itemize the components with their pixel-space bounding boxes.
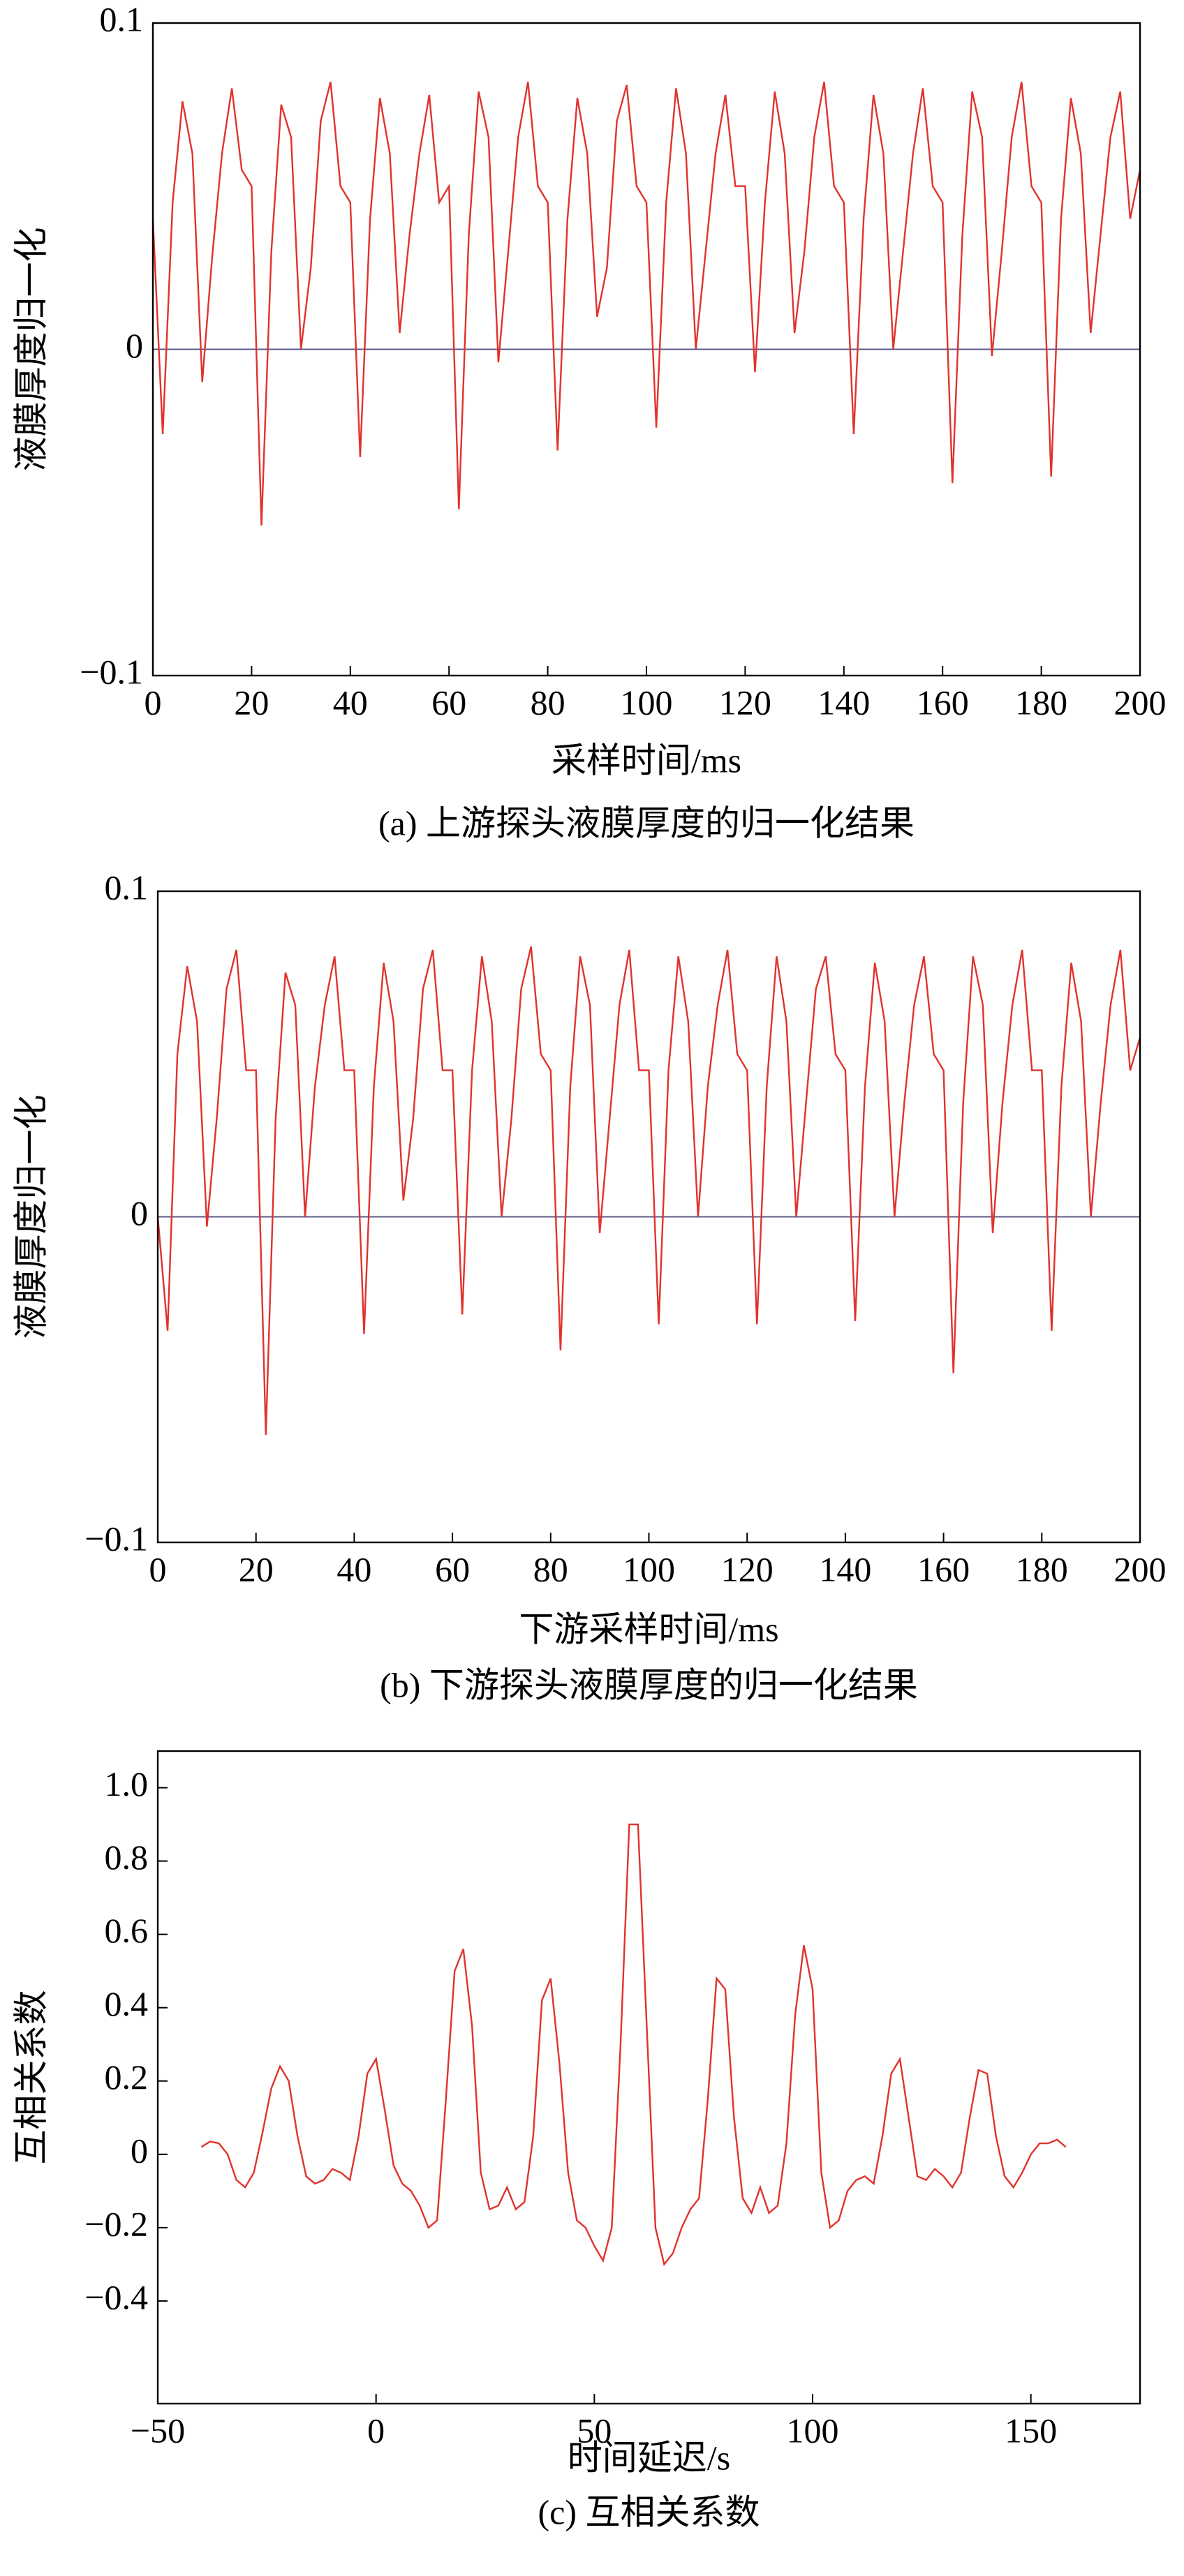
x-tick-label: 80 (533, 1549, 568, 1588)
y-tick-label: 0.4 (105, 1984, 149, 2023)
x-tick-label: 0 (145, 683, 162, 722)
y-tick-label: 0.2 (105, 2057, 149, 2097)
x-tick-label: 40 (333, 683, 368, 722)
data-line (200, 1823, 1067, 2267)
x-tick-label: 120 (721, 1549, 774, 1588)
x-tick-label: 100 (787, 2411, 839, 2450)
x-tick-label: 40 (336, 1549, 371, 1588)
y-tick-label: 0.1 (105, 868, 149, 907)
x-tick-label: 140 (819, 1549, 871, 1588)
x-tick-label: 180 (1016, 1549, 1068, 1588)
x-tick-label: 80 (531, 683, 565, 722)
y-tick-label: 0 (131, 2131, 148, 2170)
plot-frame (156, 1750, 1141, 2405)
caption: (a) 上游探头液膜厚度的归一化结果 (378, 803, 915, 842)
x-axis-label: 采样时间/ms (552, 740, 741, 780)
x-tick-label: 180 (1015, 683, 1067, 722)
x-tick-label: 20 (239, 1549, 274, 1588)
x-tick-label: 200 (1114, 683, 1167, 722)
x-tick-label: 160 (917, 1549, 970, 1588)
y-axis-label: 液膜厚度归一化 (11, 228, 50, 472)
data-line (151, 81, 1141, 526)
x-axis-label: 时间延迟/s (568, 2438, 730, 2477)
x-tick-label: 150 (1005, 2411, 1057, 2450)
data-line (156, 946, 1141, 1436)
plot-frame (156, 890, 1141, 1544)
y-axis-label: 互相关系数 (11, 1990, 50, 2165)
x-tick-label: 200 (1114, 1549, 1167, 1588)
x-tick-label: 60 (431, 683, 466, 722)
y-tick-label: 1.0 (105, 1764, 149, 1803)
x-tick-label: 0 (149, 1549, 167, 1588)
x-tick-label: 100 (623, 1549, 675, 1588)
y-tick-label: 0.1 (100, 0, 144, 38)
y-tick-label: −0.4 (84, 2277, 148, 2316)
x-tick-label: 120 (719, 683, 771, 722)
y-tick-label: −0.1 (84, 1519, 148, 1558)
x-tick-label: 0 (367, 2411, 385, 2450)
y-axis-label: 液膜厚度归一化 (11, 1095, 50, 1339)
plot-frame (151, 22, 1141, 677)
x-tick-label: 140 (817, 683, 870, 722)
caption: (c) 互相关系数 (538, 2492, 760, 2531)
y-tick-label: 0.8 (105, 1838, 149, 1877)
y-tick-label: −0.1 (80, 652, 143, 691)
y-tick-label: 0.6 (105, 1911, 149, 1950)
x-tick-label: 100 (621, 683, 673, 722)
x-tick-label: 160 (917, 683, 969, 722)
y-tick-label: −0.2 (84, 2204, 148, 2243)
y-tick-label: 0 (126, 326, 143, 365)
y-tick-label: 0 (131, 1193, 148, 1233)
x-tick-label: 20 (234, 683, 269, 722)
caption: (b) 下游探头液膜厚度的归一化结果 (380, 1665, 918, 1704)
x-tick-label: 50 (577, 2411, 612, 2450)
x-tick-label: 60 (435, 1549, 470, 1588)
x-tick-label: −50 (131, 2411, 185, 2450)
x-axis-label: 下游采样时间/ms (519, 1609, 778, 1648)
